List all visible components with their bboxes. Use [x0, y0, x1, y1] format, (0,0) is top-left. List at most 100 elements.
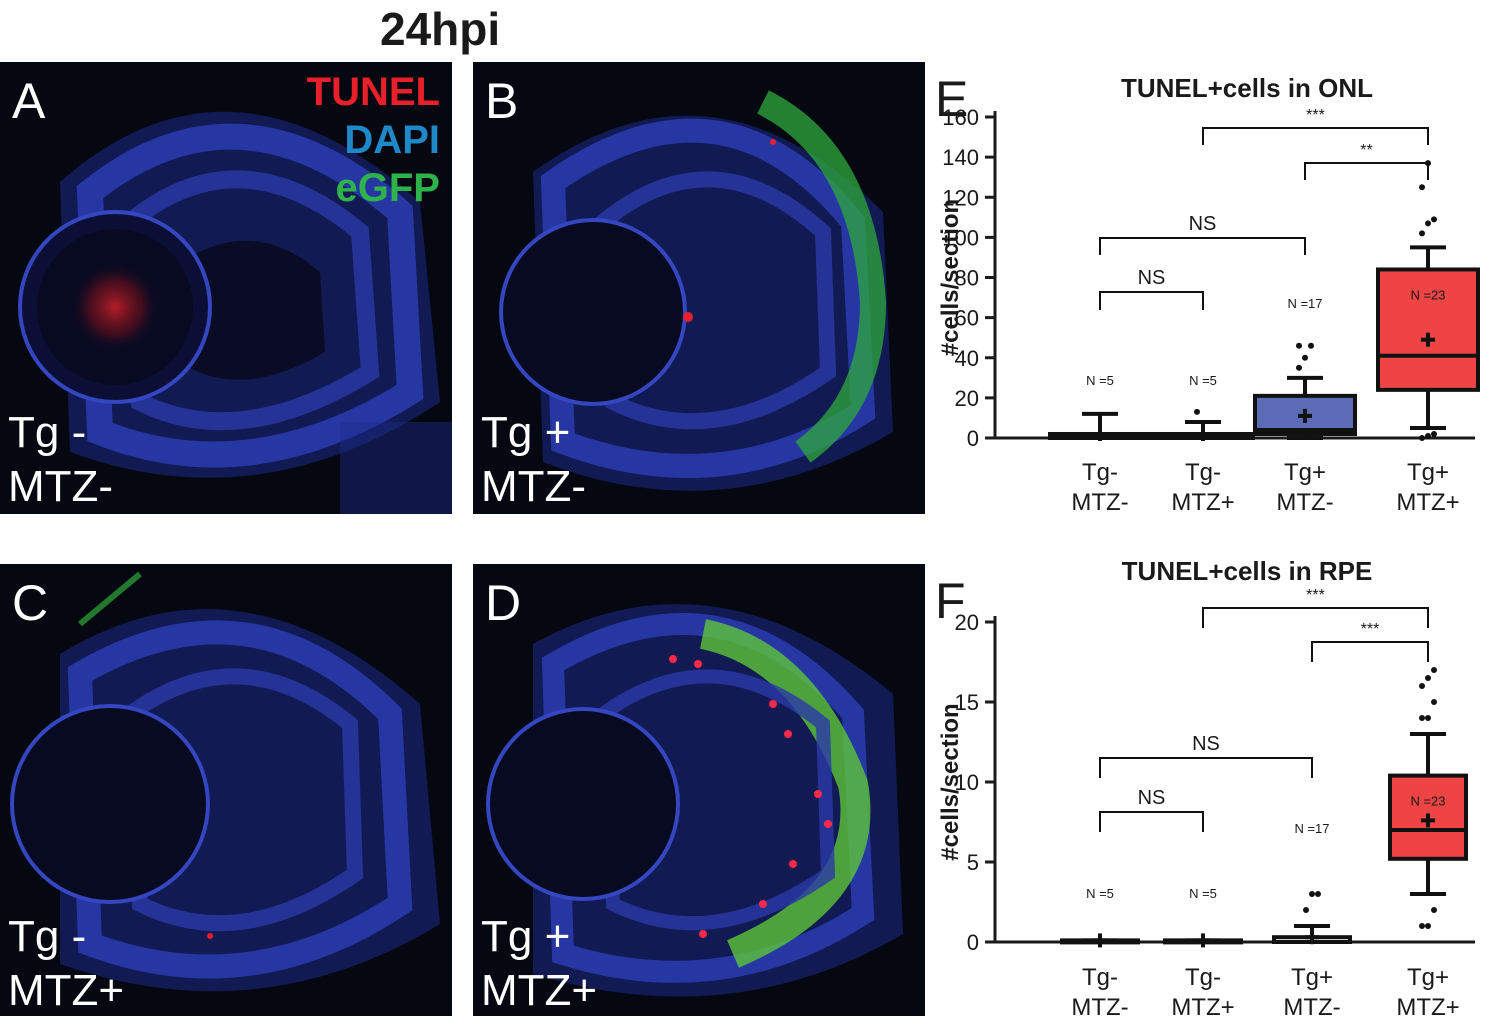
outlier-point	[1303, 907, 1309, 913]
y-axis-label: #cells/section	[937, 199, 964, 356]
y-tick-label: 5	[967, 850, 979, 875]
n-label: N =17	[1294, 821, 1329, 836]
legend-tunel: TUNEL	[306, 70, 440, 114]
x-category-label: Tg+	[1291, 964, 1333, 991]
y-tick-label: 120	[942, 185, 979, 210]
panel-letter: B	[485, 73, 519, 129]
y-tick-label: 40	[955, 346, 979, 371]
significance-label: ***	[1306, 107, 1325, 124]
significance-bracket	[1099, 757, 1313, 778]
n-label: N =23	[1410, 794, 1445, 809]
retina-image-a	[18, 111, 452, 514]
significance-bracket	[1099, 811, 1204, 832]
panel-letter: A	[12, 73, 46, 129]
significance-bracket	[1304, 162, 1429, 180]
retina-image-c	[10, 571, 440, 992]
significance-bracket	[1202, 127, 1429, 145]
chart-title: TUNEL+cells in RPE	[1122, 556, 1373, 586]
chart-letter-f: F	[935, 573, 966, 629]
x-category-label: MTZ+	[1171, 994, 1234, 1021]
significance-label: **	[1360, 142, 1372, 159]
x-category-label: MTZ+	[1396, 994, 1459, 1021]
figure-title: 24hpi	[380, 3, 501, 55]
retina-image-b	[499, 90, 893, 491]
outlier-point	[1194, 408, 1200, 415]
significance-label: ***	[1306, 587, 1325, 604]
channel-legend: TUNEL DAPI eGFP	[307, 68, 440, 212]
panel-genotype-label: Tg +	[481, 912, 571, 961]
n-label: N =5	[1189, 886, 1217, 901]
outlier-point	[1419, 923, 1425, 929]
outlier-point	[1425, 675, 1431, 681]
legend-dapi: DAPI	[344, 118, 440, 162]
significance-label: NS	[1138, 787, 1166, 809]
outlier-point	[1419, 184, 1425, 191]
panel-genotype-label: Tg -	[8, 912, 87, 961]
x-category-label: Tg-	[1185, 964, 1221, 991]
y-tick-label: 140	[942, 145, 979, 170]
outlier-point	[1419, 683, 1425, 689]
y-tick-label: 20	[955, 386, 979, 411]
significance-label: NS	[1138, 267, 1166, 289]
n-label: N =5	[1086, 373, 1114, 388]
retina-image-d	[486, 604, 903, 997]
outlier-point	[1308, 342, 1314, 349]
significance-label: NS	[1189, 213, 1217, 235]
outlier-point	[1431, 216, 1437, 223]
y-tick-label: 0	[967, 426, 979, 451]
chart-title: TUNEL+cells in ONL	[1121, 73, 1373, 103]
outlier-point	[1425, 432, 1431, 439]
outlier-point	[1419, 435, 1425, 441]
chart-letter-e: E	[935, 71, 969, 127]
panel-genotype-label: Tg +	[481, 408, 571, 457]
micrograph-panel-c: C Tg - MTZ+	[0, 564, 452, 1016]
x-category-label: Tg-	[1082, 964, 1118, 991]
y-tick-label: 20	[955, 610, 979, 635]
legend-egfp: eGFP	[335, 166, 440, 210]
micrograph-panel-b: B Tg + MTZ-	[473, 62, 925, 514]
y-tick-label: 160	[942, 105, 979, 130]
significance-label: ***	[1361, 621, 1380, 638]
y-tick-label: 80	[955, 266, 979, 291]
y-tick-label: 15	[955, 690, 979, 715]
panel-letter: D	[485, 575, 522, 631]
x-category-label: Tg+	[1407, 459, 1449, 486]
n-label: N =17	[1287, 296, 1322, 311]
y-axis-label: #cells/section	[937, 703, 964, 860]
panel-letter: C	[12, 575, 49, 631]
x-category-label: MTZ-	[1071, 994, 1128, 1021]
panel-treatment-label: MTZ+	[8, 966, 125, 1015]
outlier-point	[1296, 364, 1302, 371]
x-category-label: MTZ-	[1276, 489, 1333, 516]
panel-treatment-label: MTZ-	[481, 462, 587, 511]
outlier-point	[1419, 230, 1425, 237]
panel-genotype-label: Tg -	[8, 408, 87, 457]
y-tick-label: 10	[955, 770, 979, 795]
x-category-label: Tg-	[1185, 459, 1221, 486]
outlier-point	[1425, 923, 1431, 929]
y-tick-label: 0	[967, 930, 979, 955]
x-category-label: MTZ-	[1071, 489, 1128, 516]
outlier-point	[1425, 220, 1431, 227]
outlier-point	[1431, 907, 1437, 913]
box	[1376, 267, 1480, 392]
n-label: N =23	[1410, 287, 1445, 302]
outlier-point	[1431, 667, 1437, 673]
panel-treatment-label: MTZ+	[481, 966, 598, 1015]
significance-label: NS	[1192, 733, 1220, 755]
x-category-label: MTZ-	[1283, 994, 1340, 1021]
significance-bracket	[1311, 641, 1429, 662]
significance-bracket	[1202, 607, 1429, 628]
n-label: N =5	[1086, 886, 1114, 901]
outlier-point	[1296, 342, 1302, 349]
outlier-point	[1425, 715, 1431, 721]
y-tick-label: 60	[955, 306, 979, 331]
outlier-point	[1419, 715, 1425, 721]
outlier-point	[1431, 699, 1437, 705]
micrograph-panel-a: A TUNEL DAPI eGFP Tg - MTZ-	[0, 62, 452, 514]
panel-treatment-label: MTZ-	[8, 462, 114, 511]
micrograph-panel-d: D Tg + MTZ+	[473, 564, 925, 1016]
outlier-point	[1302, 354, 1308, 361]
outlier-point	[1309, 891, 1315, 897]
